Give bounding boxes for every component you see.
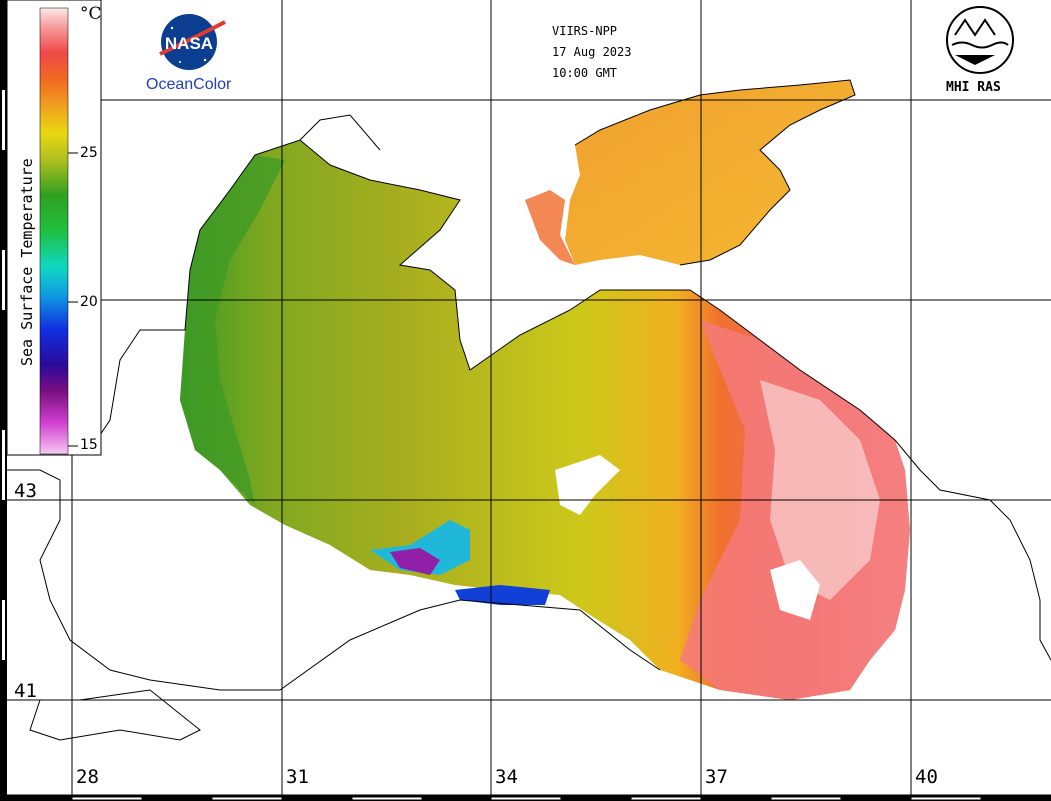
- date-label: 17 Aug 2023: [552, 45, 632, 59]
- cold-upwelling-south: [455, 585, 550, 605]
- colorbar-tick-label: 20: [80, 294, 98, 310]
- colorbar: [39, 7, 69, 455]
- left-scale-ticks: [0, 0, 7, 801]
- west-cool-band: [180, 155, 285, 505]
- longitude-label: 40: [915, 766, 938, 788]
- mhi-ras-logo: [946, 6, 1014, 74]
- azov-sea-sst: [565, 80, 855, 265]
- latitude-label: 43: [14, 480, 37, 502]
- latitude-label: 41: [14, 680, 37, 702]
- cold-upwelling: [370, 520, 470, 575]
- sensor-label: VIIRS-NPP: [552, 24, 618, 38]
- colorbar-tick-label: 25: [80, 145, 98, 161]
- colorbar-unit: °C: [80, 4, 102, 24]
- longitude-label: 37: [705, 766, 728, 788]
- longitude-label: 34: [495, 766, 518, 788]
- colorbar-title: Sea Surface Temperature: [18, 158, 36, 366]
- cold-upwelling-core: [390, 548, 440, 575]
- bottom-scale-ticks: [0, 794, 1051, 801]
- colorbar-tick-label: 15: [80, 437, 98, 453]
- longitude-label: 28: [76, 766, 99, 788]
- nasa-emblem-text: NASA: [165, 34, 213, 53]
- cloud-gap: [770, 560, 820, 620]
- time-label: 10:00 GMT: [552, 66, 618, 80]
- nasa-logo: NASA: [159, 14, 226, 70]
- coastlines: [0, 79, 1051, 741]
- longitude-label: 31: [286, 766, 309, 788]
- azov-west-warm: [525, 190, 575, 265]
- mhi-ras-caption: MHI RAS: [946, 80, 1001, 95]
- oceancolor-caption: OceanColor: [146, 76, 232, 93]
- east-hot-core: [760, 380, 880, 600]
- colorbar-tick-marks: [68, 152, 78, 447]
